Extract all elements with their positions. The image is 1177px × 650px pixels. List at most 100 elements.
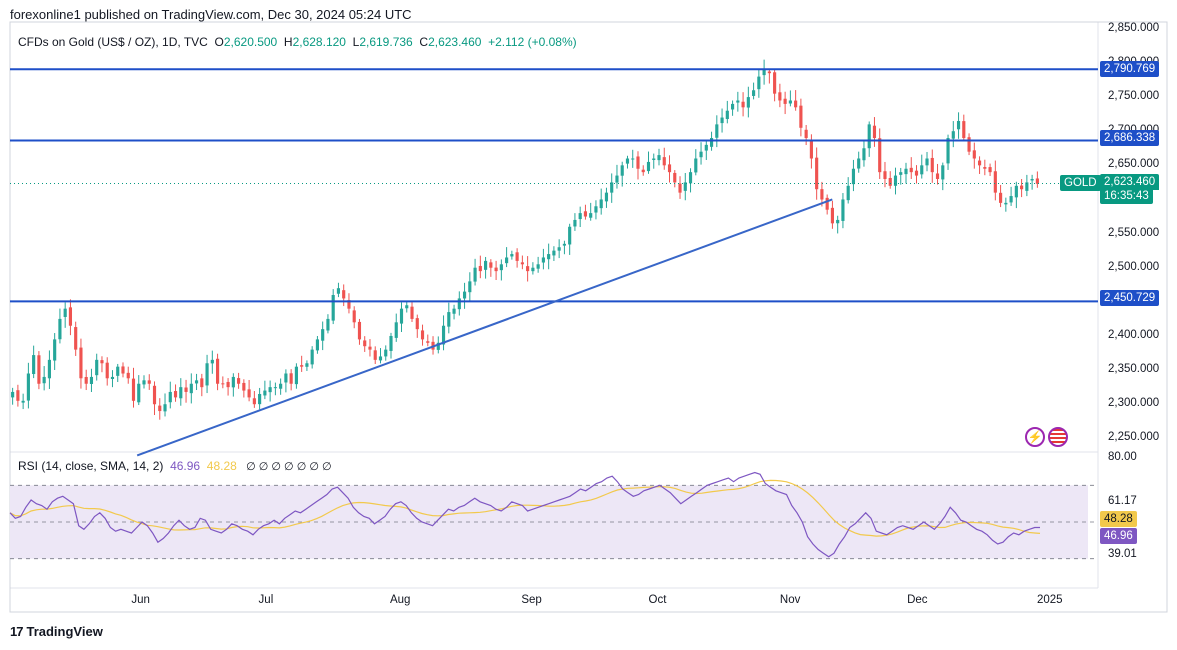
candle-body (568, 226, 572, 245)
candle-body (615, 175, 619, 183)
candle-body (930, 157, 934, 173)
symbol-legend[interactable]: CFDs on Gold (US$ / OZ), 1D, TVC O2,620.… (18, 35, 577, 49)
candle-body (336, 288, 341, 294)
candle-body (494, 267, 498, 272)
candle-body (557, 247, 561, 251)
candle-body (53, 339, 57, 361)
candle-body (378, 356, 383, 361)
candle-body (704, 144, 708, 151)
candle-body (899, 172, 903, 175)
candle-body (646, 161, 651, 172)
candle-body (589, 213, 593, 218)
candle-body (830, 207, 834, 224)
rsi-legend[interactable]: RSI (14, close, SMA, 14, 2) 46.96 48.28 … (18, 459, 332, 473)
rsi-pane (9, 471, 1098, 560)
candle-body (725, 110, 729, 120)
candle-body (610, 182, 614, 193)
candle-body (604, 192, 609, 202)
candle-body (862, 148, 866, 161)
rsi-axis-39: 39.01 (1108, 548, 1137, 560)
price-tick-label: 2,500.000 (1108, 260, 1160, 273)
candle-body (688, 172, 693, 184)
candle-body (594, 206, 598, 213)
candle-body (867, 124, 871, 149)
candle-body (720, 117, 724, 124)
candle-body (878, 138, 882, 173)
price-tick-label: 2,400.000 (1108, 328, 1160, 341)
candle-body (410, 306, 414, 319)
candle-body (142, 380, 146, 385)
candle-body (447, 312, 451, 327)
candle-body (920, 165, 924, 175)
candle-body (342, 290, 346, 299)
candle-body (441, 325, 446, 345)
candle-body (37, 355, 41, 384)
us-flag-event-icon[interactable] (1048, 427, 1068, 447)
candle-body (788, 100, 792, 104)
candle-body (499, 264, 503, 271)
candle-body (778, 92, 782, 101)
candle-body (815, 157, 819, 190)
candle-body (757, 76, 761, 90)
candle-body (74, 327, 78, 350)
candle-body (468, 281, 472, 293)
candle-body (210, 359, 214, 364)
candle-body (893, 175, 898, 186)
tradingview-logo[interactable]: 17 TradingView (10, 624, 103, 639)
candle-body (163, 404, 167, 412)
rsi-line (9, 471, 1040, 558)
candle-body (699, 151, 703, 158)
candle-body (279, 383, 283, 389)
candle-body (462, 291, 467, 299)
candle-body (662, 157, 666, 166)
candle-body (715, 124, 719, 138)
candle-body (967, 137, 971, 152)
flash-event-icon[interactable]: ⚡ (1025, 427, 1045, 447)
candle-body (326, 318, 330, 331)
last-price-tag: 2,623.460 (1100, 174, 1160, 190)
candle-body (752, 90, 756, 96)
candle-body (357, 321, 362, 340)
candle-body (988, 167, 992, 173)
candle-body (578, 213, 582, 220)
candle-body (331, 295, 335, 321)
publisher-header: forexonline1 published on TradingView.co… (10, 7, 412, 22)
change-value: +2.112 (+0.08%) (488, 35, 577, 49)
candle-body (158, 405, 162, 412)
candle-body (373, 350, 377, 360)
candle-body (951, 131, 955, 139)
candle-body (636, 156, 640, 169)
candle-body (762, 69, 766, 76)
time-tick-label: 2025 (1037, 594, 1063, 606)
candle-body (321, 329, 325, 341)
candle-body (972, 150, 976, 159)
rsi-sma-line (9, 479, 1041, 537)
rsi-legend-value: 46.96 (170, 459, 201, 473)
candle-body (1020, 185, 1024, 190)
candle-body (956, 120, 961, 130)
candles-group (11, 59, 1039, 420)
candle-body (478, 265, 482, 272)
candle-body (809, 139, 813, 159)
candle-body (289, 373, 293, 384)
candle-body (26, 373, 30, 401)
candle-body (21, 400, 25, 403)
candle-body (1014, 185, 1018, 198)
candle-body (489, 262, 493, 268)
candle-body (315, 339, 319, 351)
candle-body (541, 257, 545, 263)
candle-body (68, 307, 73, 326)
candle-body (673, 172, 677, 183)
candle-body (152, 385, 157, 405)
drawings-group[interactable] (10, 68, 1098, 457)
candle-body (105, 362, 109, 379)
candle-body (389, 335, 393, 351)
candle-body (352, 310, 356, 323)
candle-body (263, 390, 267, 396)
trendline (136, 198, 833, 457)
candle-body (547, 254, 551, 260)
candle-body (126, 372, 130, 379)
candle-body (1035, 178, 1039, 184)
candle-body (294, 366, 298, 385)
